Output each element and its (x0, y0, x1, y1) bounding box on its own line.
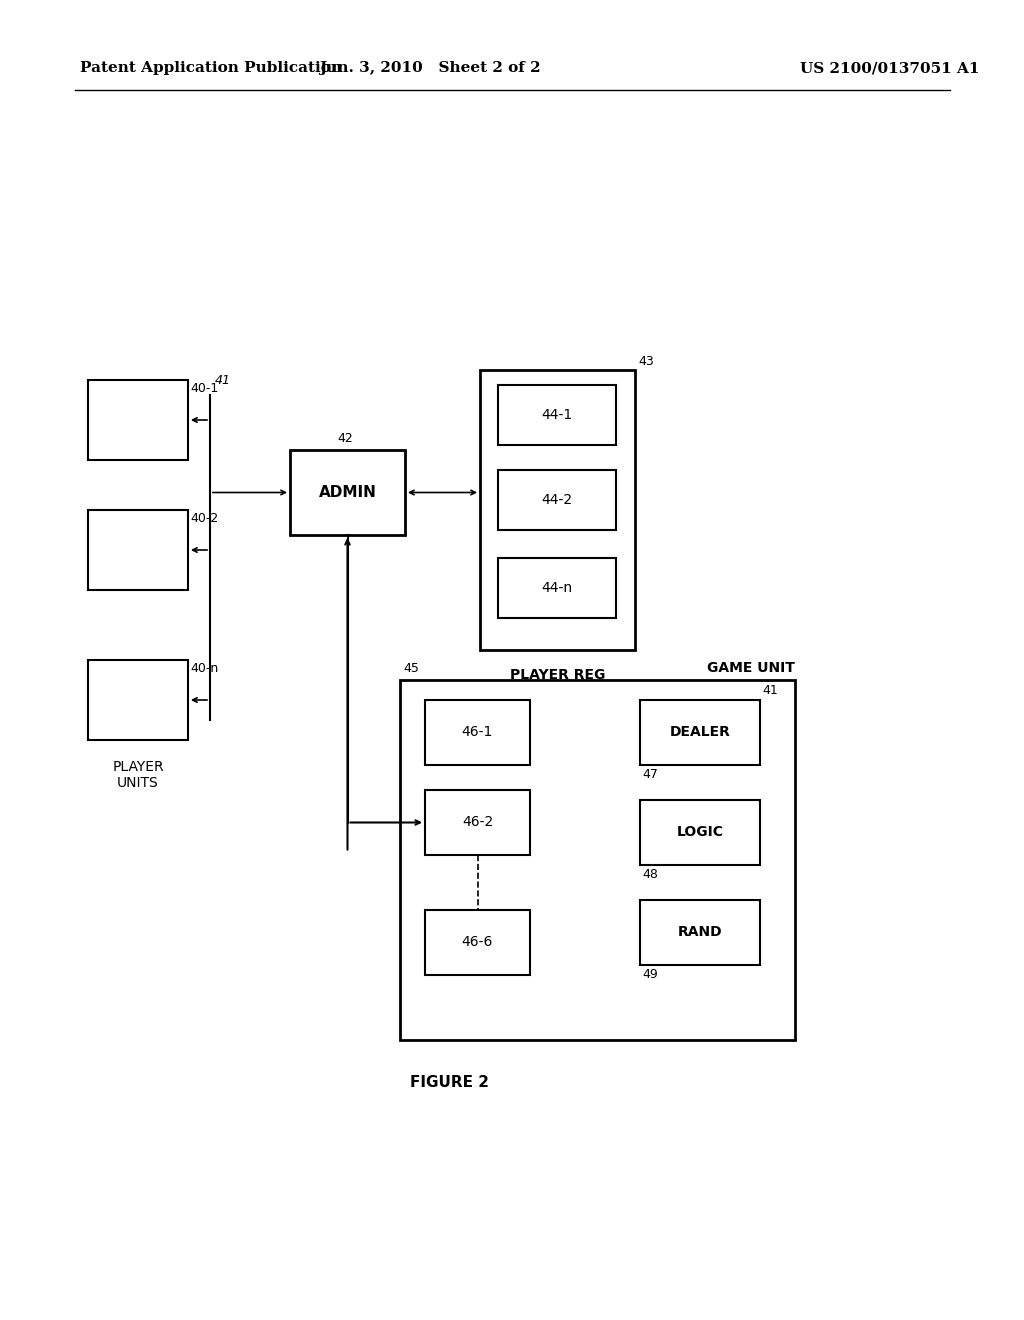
Bar (400, 680, 795, 1040)
Text: 42: 42 (338, 432, 353, 445)
Text: 40-1: 40-1 (190, 381, 218, 395)
Text: 44-2: 44-2 (542, 492, 572, 507)
Bar (640, 800, 760, 865)
Text: 49: 49 (642, 968, 657, 981)
Bar (498, 558, 616, 618)
Text: 41: 41 (762, 684, 778, 697)
Text: PLAYER REG: PLAYER REG (510, 668, 605, 682)
Text: Jun. 3, 2010   Sheet 2 of 2: Jun. 3, 2010 Sheet 2 of 2 (319, 61, 541, 75)
Text: 46-6: 46-6 (462, 936, 494, 949)
Text: RAND: RAND (678, 925, 722, 940)
Bar (88, 660, 188, 741)
Text: 46-2: 46-2 (462, 816, 494, 829)
Bar (425, 789, 530, 855)
Text: 46-1: 46-1 (462, 726, 494, 739)
Text: 44-1: 44-1 (542, 408, 572, 422)
Bar (480, 370, 635, 649)
Text: LOGIC: LOGIC (677, 825, 724, 840)
Text: 48: 48 (642, 869, 657, 880)
Text: 40-n: 40-n (190, 663, 218, 675)
Bar (425, 909, 530, 975)
Text: 43: 43 (638, 355, 653, 368)
Bar (640, 900, 760, 965)
Text: GAME UNIT: GAME UNIT (708, 661, 795, 675)
Text: Patent Application Publication: Patent Application Publication (80, 61, 342, 75)
Text: FIGURE 2: FIGURE 2 (411, 1074, 489, 1090)
Text: DEALER: DEALER (670, 726, 730, 739)
Bar (290, 450, 406, 535)
Text: ADMIN: ADMIN (318, 484, 377, 500)
Bar (498, 385, 616, 445)
Bar (640, 700, 760, 766)
Text: 44-n: 44-n (542, 581, 572, 595)
Bar (425, 700, 530, 766)
Text: 40-2: 40-2 (190, 512, 218, 525)
Text: PLAYER
UNITS: PLAYER UNITS (113, 760, 164, 791)
Text: 45: 45 (403, 663, 419, 675)
Bar (498, 470, 616, 531)
Bar (88, 380, 188, 459)
Text: 41: 41 (215, 374, 231, 387)
Bar (88, 510, 188, 590)
Text: 47: 47 (642, 768, 657, 781)
Text: US 2100/0137051 A1: US 2100/0137051 A1 (800, 61, 980, 75)
